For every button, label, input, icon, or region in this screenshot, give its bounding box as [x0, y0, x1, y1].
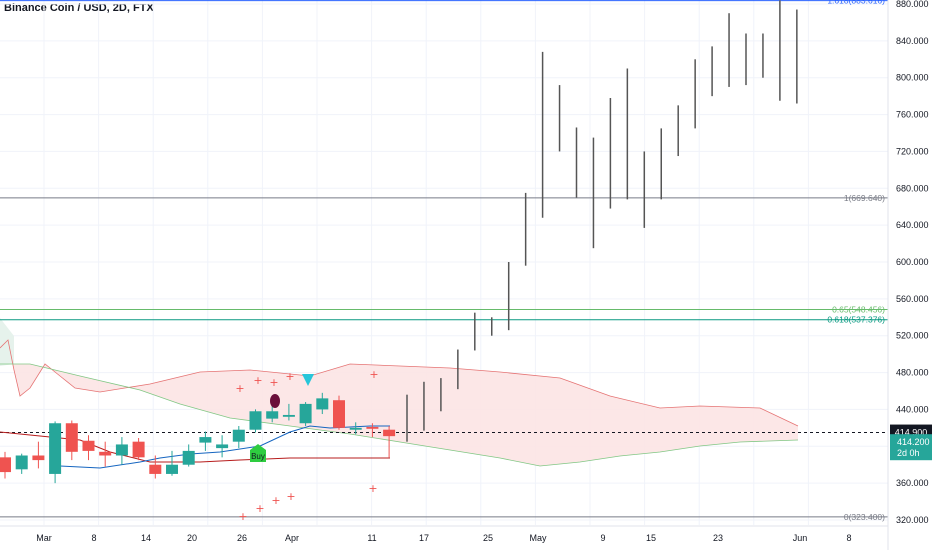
- price-tick: 680.000: [896, 183, 929, 193]
- candle-body: [216, 444, 229, 449]
- close-countdown: 2d 0h: [897, 448, 920, 458]
- time-tick: 26: [237, 533, 247, 543]
- candle-body: [282, 414, 295, 417]
- price-tick: 320.000: [896, 515, 929, 525]
- time-axis[interactable]: Mar 8 14 20 26 Apr 11 17 25 May 9 15 23 Jun 8: [0, 525, 888, 543]
- time-tick: 11: [367, 533, 376, 543]
- close-price-box: [890, 434, 932, 461]
- time-tick: Jun: [793, 533, 808, 543]
- signal-dot: [270, 394, 280, 408]
- cross-marker: +: [285, 370, 294, 383]
- candle-body: [299, 403, 312, 424]
- time-tick: 14: [141, 533, 151, 543]
- cross-marker: +: [368, 482, 377, 495]
- close-price-value: 414.200: [897, 437, 930, 447]
- cross-marker: +: [253, 374, 262, 387]
- price-tick: 360.000: [896, 478, 929, 488]
- price-tick: 880.000: [896, 0, 929, 9]
- candle-body: [82, 440, 95, 451]
- candle-body: [166, 464, 178, 474]
- candle-body: [316, 398, 329, 410]
- fib-label: 1.618(883.616): [827, 0, 885, 6]
- candle-body: [366, 426, 379, 429]
- cloud-top-line: [0, 339, 799, 427]
- cross-marker: +: [271, 494, 280, 507]
- candle-body: [349, 427, 362, 430]
- time-tick: 15: [646, 533, 656, 543]
- signal-triangle: [302, 374, 314, 386]
- time-tick: 25: [483, 533, 493, 543]
- candle-body: [249, 411, 262, 430]
- buy-signal: Buy: [250, 444, 266, 462]
- fib-label: 1(669.640): [844, 193, 885, 203]
- cross-marker: +: [369, 368, 378, 381]
- fib-label: 0.618(537.376): [827, 315, 885, 325]
- candle-body: [149, 464, 162, 474]
- candle-body: [99, 451, 112, 456]
- candle-body: [0, 457, 11, 473]
- price-tick: 560.000: [896, 294, 929, 304]
- price-tick: 800.000: [896, 73, 929, 83]
- price-tick: 520.000: [896, 331, 929, 341]
- price-tick: 760.000: [896, 110, 929, 120]
- candle-body: [32, 455, 45, 461]
- time-tick: Mar: [36, 533, 52, 543]
- time-tick: 23: [713, 533, 723, 543]
- candle-body: [65, 423, 78, 452]
- current-price-value: 414.900: [895, 428, 928, 438]
- candle-body: [15, 455, 28, 470]
- time-tick: 17: [419, 533, 429, 543]
- candle-body: [333, 400, 345, 428]
- cloud-bottom-line: [0, 363, 799, 467]
- fib-label: 0(323.400): [844, 512, 885, 522]
- time-tick: 8: [91, 533, 96, 543]
- price-tick: 640.000: [896, 220, 929, 230]
- ichimoku-cloud: [0, 318, 799, 467]
- buy-label: Buy: [251, 452, 265, 461]
- candle-body: [182, 450, 195, 465]
- candle-body: [232, 429, 245, 442]
- time-tick: May: [529, 533, 547, 543]
- time-tick: 8: [846, 533, 851, 543]
- price-axis[interactable]: 880.000 840.000 800.000 760.000 720.000 680.0…: [887, 0, 929, 550]
- price-tick: 480.000: [896, 368, 929, 378]
- signals: + + + + + + + + + + Buy: [235, 368, 378, 523]
- time-tick: 20: [187, 533, 197, 543]
- time-tick: 9: [600, 533, 605, 543]
- price-tick: 440.000: [896, 404, 929, 414]
- candle-body: [199, 437, 212, 443]
- candle-body: [383, 429, 396, 437]
- cross-marker: +: [255, 502, 264, 515]
- candle-body: [132, 441, 145, 458]
- cross-marker: +: [269, 376, 278, 389]
- price-tick: 840.000: [896, 36, 929, 46]
- candle-body: [49, 423, 62, 474]
- candle-body: [115, 444, 128, 456]
- price-tick: 720.000: [896, 146, 929, 156]
- buy-badge: [250, 444, 266, 462]
- candles: [0, 392, 396, 484]
- fib-label: 0.65(548.456): [832, 304, 885, 314]
- candle-body: [266, 411, 279, 419]
- cross-marker: +: [286, 490, 295, 503]
- time-tick: Apr: [285, 533, 299, 543]
- cross-marker: +: [238, 510, 247, 523]
- cloud-bear-area: [0, 340, 798, 466]
- chart-title: Binance Coin / USD, 2D, FTX: [4, 2, 154, 14]
- ohlc-bars: [406, 0, 798, 442]
- fib-levels: 1.618(883.616) 1(669.640) 0.65(548.456)0.6…: [0, 0, 888, 522]
- price-tick: 600.000: [896, 257, 929, 267]
- cross-marker: +: [235, 382, 244, 395]
